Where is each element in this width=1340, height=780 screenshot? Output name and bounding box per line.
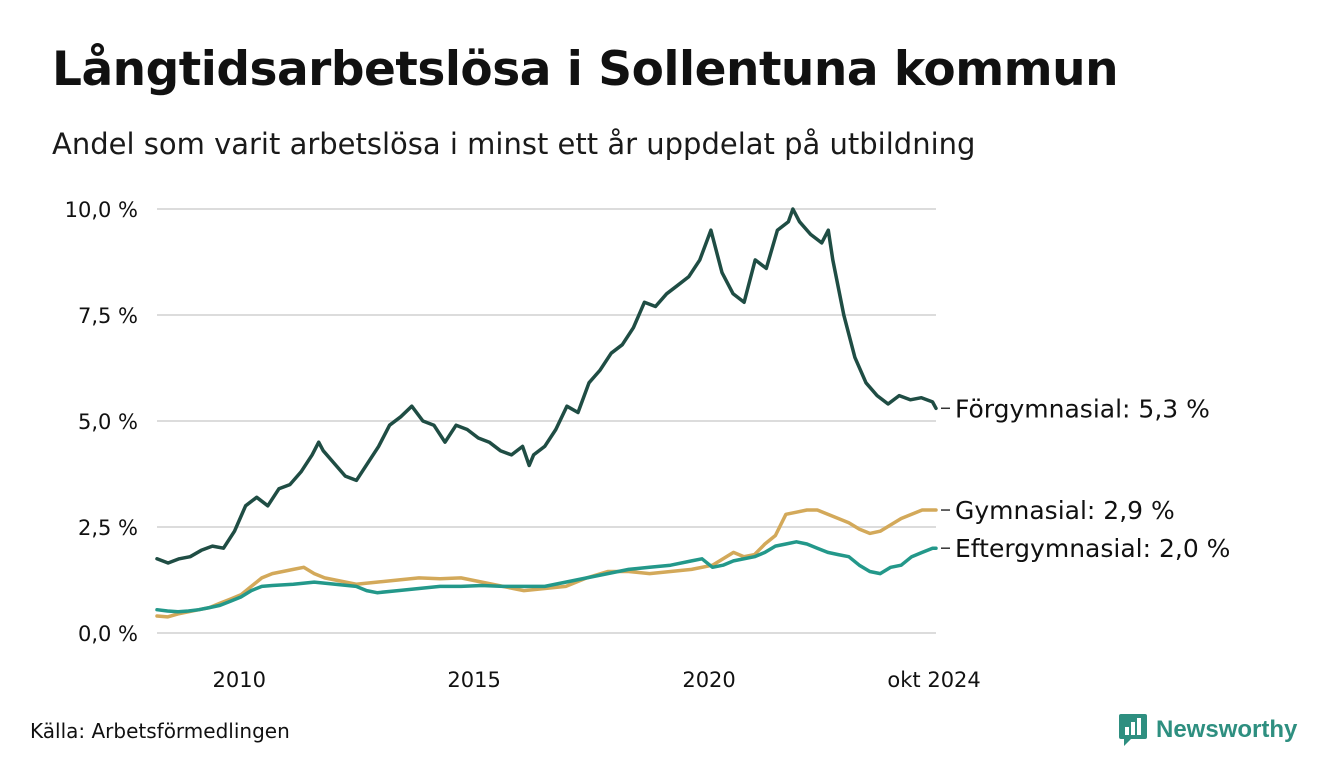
brand-name: Newsworthy <box>1156 716 1298 743</box>
series-line-förgymnasial <box>155 207 938 565</box>
line-chart: 0,0 % 2,5 % 5,0 % 7,5 % 10,0 % 2010 2015 2020 o… <box>65 198 1231 692</box>
series-end-labels: Förgymnasial: 5,3 % Gymnasial: 2,9 % Efter… <box>941 394 1230 563</box>
gridlines <box>157 208 936 634</box>
end-label-gymnasial: Gymnasial: 2,9 % <box>955 496 1175 525</box>
series-line-gymnasial <box>155 508 938 619</box>
x-axis: 2010 2015 2020 okt 2024 <box>212 668 980 692</box>
y-tick-label: 10,0 % <box>65 198 138 222</box>
end-label-eftergymnasial: Eftergymnasial: 2,0 % <box>955 534 1230 563</box>
y-tick-label: 2,5 % <box>78 516 138 540</box>
y-tick-label: 0,0 % <box>78 622 138 646</box>
x-tick-label: 2010 <box>212 668 265 692</box>
x-tick-label: 2015 <box>447 668 500 692</box>
series-line-eftergymnasial <box>155 540 938 614</box>
brand-logo: Newsworthy <box>1118 713 1297 747</box>
y-tick-label: 5,0 % <box>78 410 138 434</box>
source-note: Källa: Arbetsförmedlingen <box>30 719 290 743</box>
chart-title: Långtidsarbetslösa i Sollentuna kommun <box>52 42 1119 97</box>
y-axis: 0,0 % 2,5 % 5,0 % 7,5 % 10,0 % <box>65 198 138 646</box>
newsworthy-logo-icon <box>1119 714 1147 746</box>
x-tick-label: 2020 <box>682 668 735 692</box>
y-tick-label: 7,5 % <box>78 304 138 328</box>
chart-subtitle: Andel som varit arbetslösa i minst ett å… <box>52 127 976 161</box>
x-tick-label: okt 2024 <box>887 668 980 692</box>
end-label-förgymnasial: Förgymnasial: 5,3 % <box>955 394 1210 423</box>
series-lines <box>155 207 938 619</box>
